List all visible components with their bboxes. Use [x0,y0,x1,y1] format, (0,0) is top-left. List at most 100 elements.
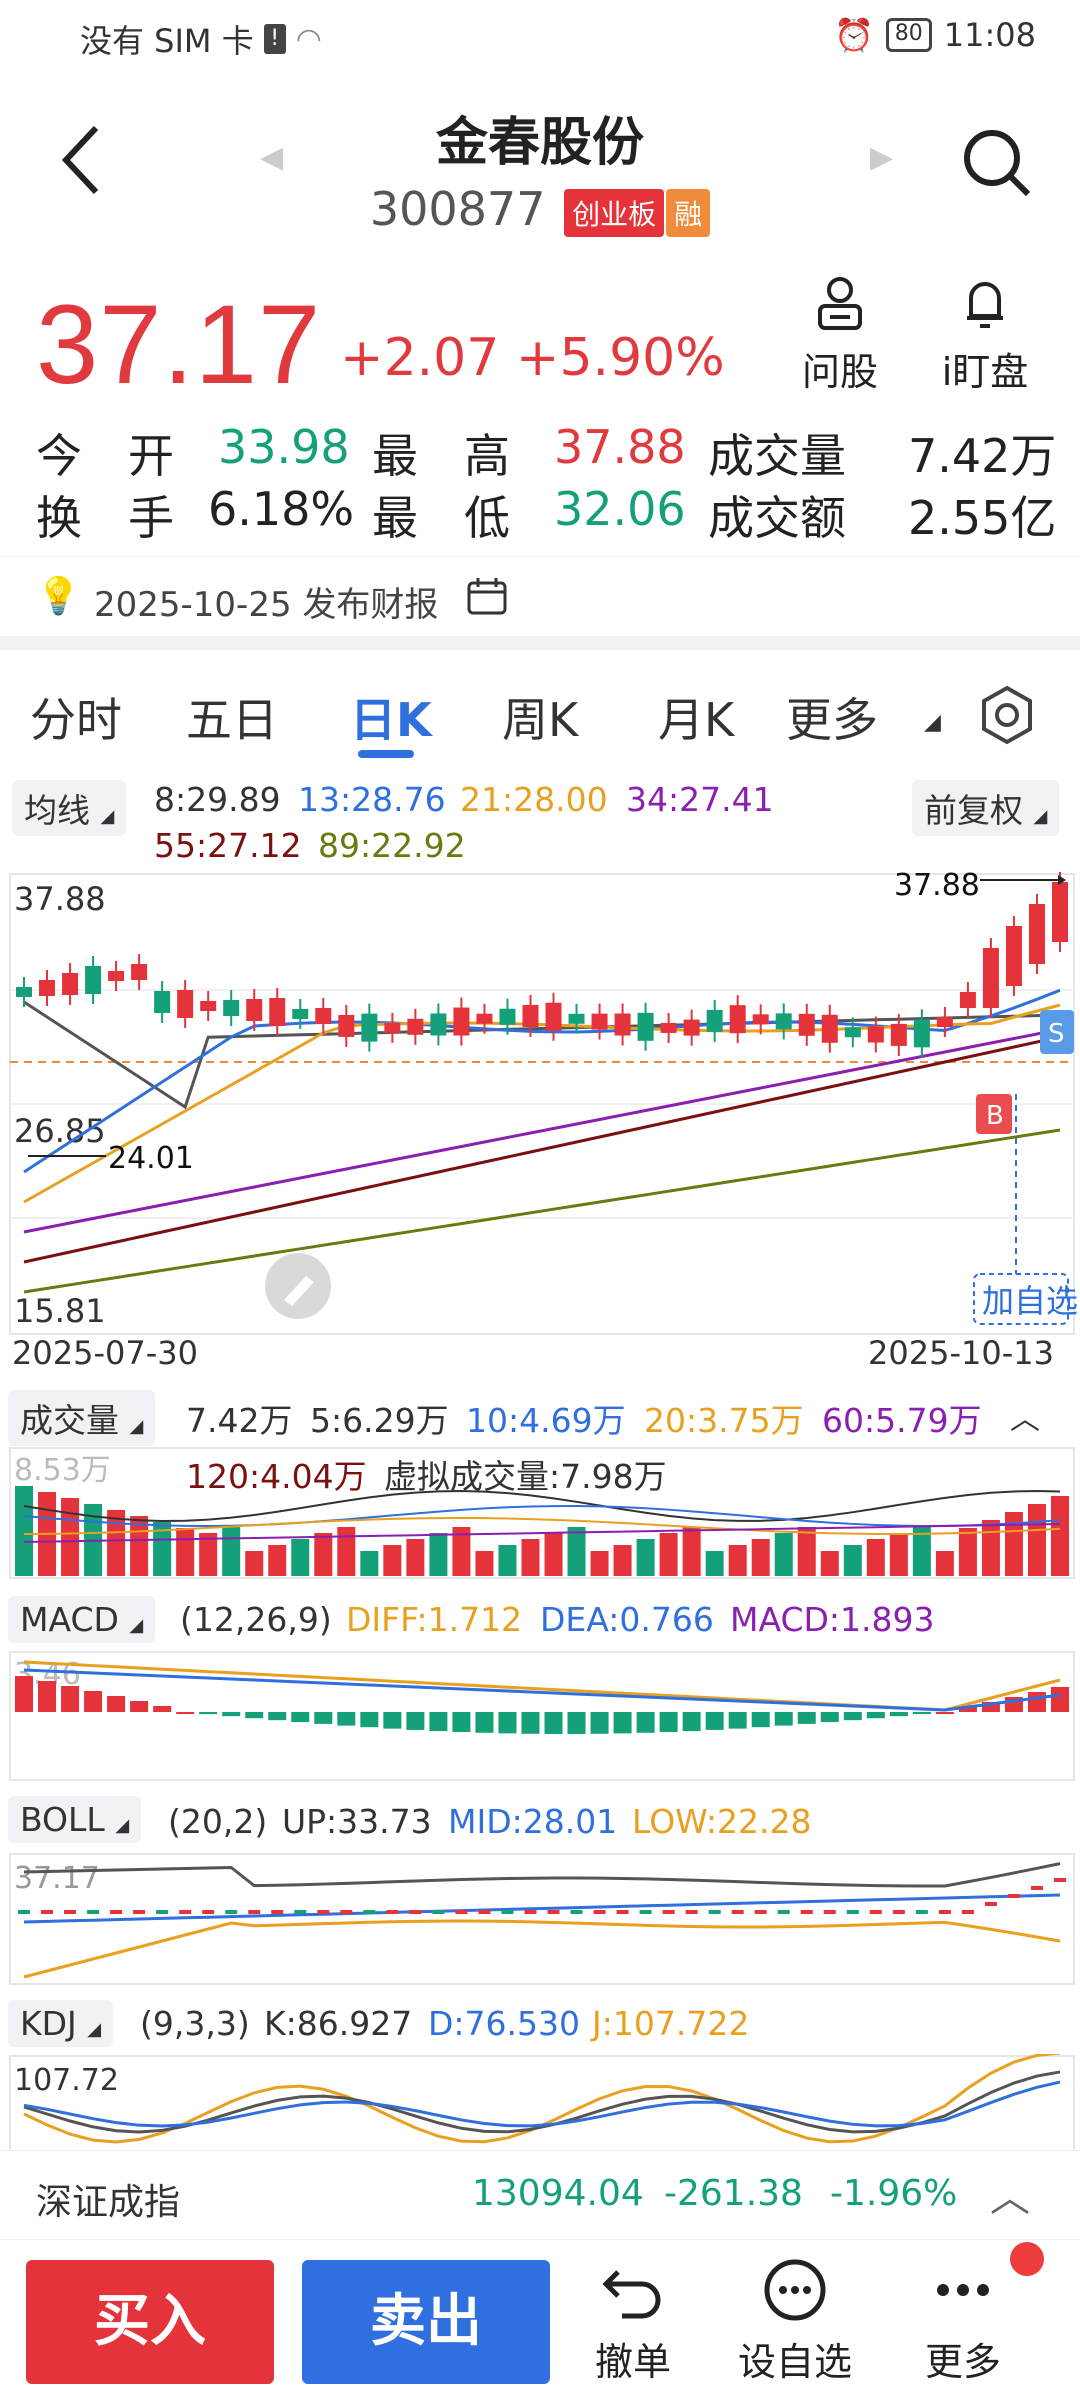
kline-chart[interactable]: 37.88 26.85 15.81 37.88 24.01 加自选 B S [0,872,1080,1342]
candle [16,987,32,997]
boll-candle [248,1910,261,1914]
boll-selector[interactable]: BOLL ◢ [8,1796,142,1843]
boll-candle [1030,1886,1043,1890]
volume-selector[interactable]: 成交量 ◢ [8,1390,156,1446]
add-watch-tag[interactable] [973,1273,1069,1325]
macd-selector[interactable]: MACD ◢ [8,1596,156,1643]
macd-bar [797,1712,816,1724]
macd-bar [958,1707,977,1712]
cancel-order-button[interactable]: 撤单 [568,2258,698,2386]
more-button[interactable]: 更多 [898,2258,1028,2386]
earnings-notice[interactable]: 💡 2025-10-25 发布财报 [0,556,1080,634]
change-percent: +5.90% [515,328,725,388]
volume-bar [107,1510,126,1576]
candle [269,998,286,1026]
boll-candle [18,1910,30,1914]
macd-dea-line [23,1668,1061,1712]
kdj-k-line [23,2070,1061,2134]
volume-bar [429,1533,448,1576]
add-watch-button[interactable]: 设自选 [730,2258,860,2386]
settings-icon[interactable] [976,684,1038,746]
buy-signal-marker[interactable] [976,1094,1012,1134]
tab-more[interactable]: 更多 [786,693,878,747]
candle [131,964,148,980]
lightbulb-icon: 💡 [36,576,81,617]
period-tabs: 分时 五日 日K 周K 月K 更多 ◢ [0,670,1080,770]
candle [637,1012,654,1041]
back-button[interactable] [56,120,106,200]
macd-bar [866,1712,885,1719]
sell-signal-marker[interactable] [1040,1010,1074,1054]
volume-bar [291,1539,310,1576]
ma-selector-label: 均线 [24,791,90,830]
boll-candle [984,1902,997,1906]
ma34-line [23,1028,1061,1234]
macd-bar [291,1712,310,1723]
turnover-label: 换 手 [36,491,174,545]
volume-bar [153,1522,172,1576]
volume-chart[interactable]: 8.53万 [0,1446,1080,1582]
candle [407,1018,424,1035]
kdj-chart[interactable]: 107.72 [0,2054,1080,2154]
candle [200,1001,217,1011]
volume-bar [567,1527,586,1576]
collapse-icon[interactable]: ︿ [1010,1402,1040,1437]
candle [1028,904,1045,964]
tab-intraday[interactable]: 分时 [30,693,122,747]
boll-candle [87,1910,100,1914]
boll-candle [501,1910,514,1914]
tab-monthly-k[interactable]: 月K [658,693,735,747]
volume-selector-label: 成交量 [20,1401,119,1440]
buy-button[interactable]: 买入 [26,2260,274,2384]
candle [752,1014,769,1025]
stock-name: 金春股份 [435,113,644,173]
macd-bar [406,1712,425,1730]
macd-diff-line [23,1660,1061,1712]
index-name: 深证成指 [36,2182,181,2223]
amount-label: 成交额 [708,491,846,545]
volume-bar [383,1545,402,1576]
candle [936,1017,953,1027]
bottom-toolbar: 买入 卖出 [0,2250,1080,2400]
candle [223,1000,240,1016]
tab-daily-k[interactable]: 日K [350,693,432,747]
adjust-label: 前复权 [924,791,1023,830]
boll-chart[interactable]: 37.17 [0,1852,1080,1988]
boll-candle [271,1910,284,1914]
index-ticker[interactable]: 深证成指 13094.04 -261.38 -1.96% ︿ [0,2150,1080,2240]
candle [1052,882,1068,942]
ma-selector[interactable]: 均线 ◢ [12,780,127,836]
sell-button[interactable]: 卖出 [302,2260,550,2384]
dropdown-icon: ◢ [129,1615,144,1636]
volume-bar [866,1539,885,1576]
expand-icon[interactable]: ︿ [990,2175,1030,2221]
macd-bar [636,1712,655,1733]
boll-low-line [23,1919,1061,1979]
next-stock-button[interactable]: ▶ [870,140,894,175]
y-axis-bottom: 15.81 [14,1292,106,1330]
candle [683,1019,700,1036]
y-axis-top: 37.88 [14,880,106,918]
turnover-value: 6.18% [208,482,355,536]
boll-candle [64,1910,77,1914]
ma21-line [23,1003,1061,1204]
volume-bar [751,1539,770,1576]
macd-bar [774,1712,793,1726]
ask-stock-button[interactable]: 问股 [780,272,900,396]
prev-stock-button[interactable]: ◀ [260,140,284,175]
boll-candle [938,1910,951,1914]
kdj-selector[interactable]: KDJ ◢ [8,2000,114,2047]
buy-signal-label: B [986,1101,1004,1131]
boll-candle [317,1910,330,1914]
candle [361,1013,378,1042]
volume-bar [360,1551,379,1576]
search-button[interactable] [960,126,1034,204]
volume-bar [452,1527,471,1576]
tab-five-day[interactable]: 五日 [186,693,278,747]
tab-weekly-k[interactable]: 周K [502,693,579,747]
macd-chart[interactable]: 3.46 [0,1650,1080,1784]
watch-button[interactable]: i盯盘 [920,272,1050,396]
volume-bar [222,1527,241,1576]
macd-bar [245,1712,264,1719]
adjust-selector[interactable]: 前复权 ◢ [912,780,1060,836]
